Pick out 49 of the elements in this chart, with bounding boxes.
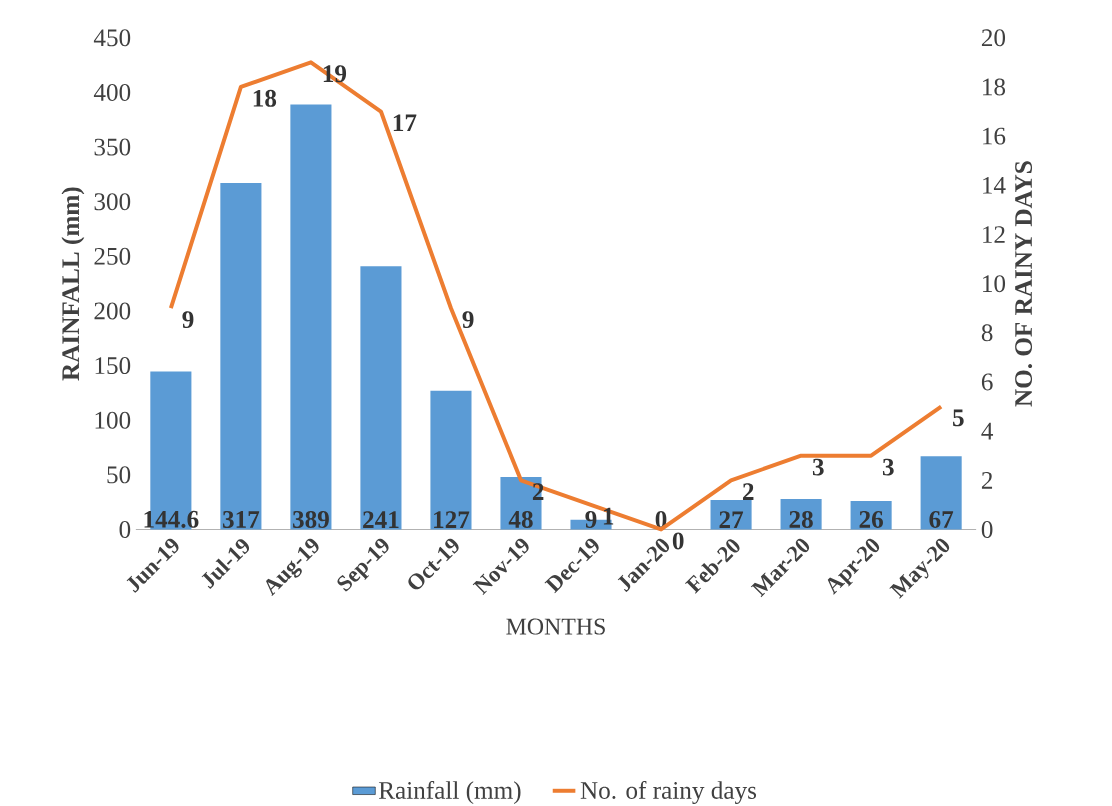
data-label: 28 — [789, 510, 813, 528]
data-label: 241 — [363, 511, 399, 528]
y2-tick-label: 4 — [981, 422, 994, 440]
data-label: 48 — [508, 510, 533, 528]
y2-tick-label: 6 — [981, 373, 993, 391]
data-label: 2 — [742, 483, 754, 500]
y-tick-label: 300 — [94, 193, 131, 211]
data-label: 5 — [953, 409, 964, 427]
data-label: 17 — [393, 114, 417, 132]
x-axis-title: MONTHS — [506, 618, 605, 635]
data-label: 67 — [929, 511, 954, 528]
data-label: 0 — [672, 532, 684, 550]
data-label: 317 — [222, 511, 260, 528]
data-label: 3 — [882, 458, 894, 476]
y2-tick-label: 2 — [981, 472, 993, 489]
bar — [290, 104, 332, 530]
y-axis-title: RAINFALL (mm) — [61, 187, 85, 381]
y-tick-label: 200 — [94, 302, 131, 320]
data-label: 9 — [462, 311, 474, 329]
data-label: 26 — [859, 511, 883, 528]
legend-label: Rainfall (mm) — [378, 780, 521, 805]
y2-axis-title: NO. OF RAINY DAYS — [1015, 161, 1033, 407]
data-label: 3 — [812, 458, 824, 476]
y2-tick-label: 0 — [981, 521, 993, 539]
bar — [920, 456, 962, 530]
y-tick-label: 250 — [94, 247, 131, 265]
y2-tick-label: 12 — [983, 226, 1005, 243]
bar — [430, 390, 472, 530]
y-tick-label: 150 — [95, 357, 131, 375]
data-label: 9 — [182, 311, 194, 329]
y2-tick-label: 14 — [983, 177, 1006, 194]
data-label: 18 — [253, 89, 277, 107]
y-tick-label: 100 — [95, 411, 131, 429]
y-tick-label: 400 — [93, 83, 131, 101]
y-tick-label: 350 — [94, 138, 131, 156]
data-label: 389 — [292, 510, 329, 528]
y2-tick-label: 18 — [983, 78, 1006, 96]
y2-tick-label: 10 — [983, 275, 1006, 293]
y2-tick-label: 8 — [981, 324, 993, 342]
y-tick-label: 450 — [93, 29, 131, 47]
y2-tick-label: 20 — [981, 29, 1006, 47]
bar — [220, 183, 262, 530]
y-tick-label: 50 — [107, 466, 131, 484]
bar — [360, 266, 402, 530]
y2-tick-label: 16 — [983, 127, 1006, 145]
data-label: 27 — [719, 511, 744, 528]
y-tick-label: 0 — [119, 521, 131, 539]
data-label: 127 — [434, 511, 470, 528]
legend-label: No. of rainy days — [580, 780, 757, 805]
